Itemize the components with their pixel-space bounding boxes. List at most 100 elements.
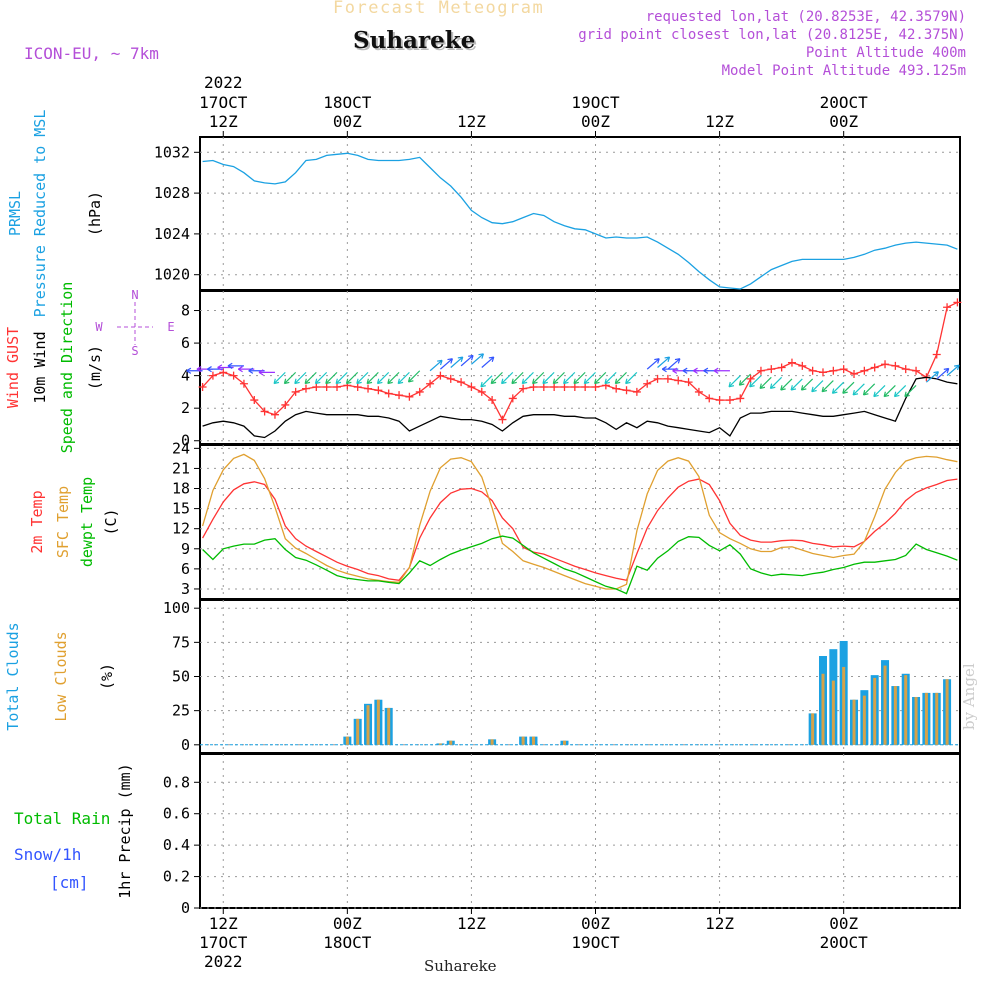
wind-arrow-head — [387, 378, 393, 385]
gust-marker — [581, 383, 590, 392]
temp-ytick-label: 6 — [181, 560, 190, 578]
gust-marker — [312, 383, 321, 392]
wind-arrow-head — [654, 358, 660, 364]
low-cloud-bar — [883, 665, 887, 745]
clouds-ytick-label: 0 — [181, 736, 190, 754]
gust-marker — [415, 387, 424, 396]
wind-axis-label: Wind GUST — [4, 327, 22, 408]
wind-arrow — [625, 371, 638, 385]
gust-marker — [353, 383, 362, 392]
wind-arrow — [480, 375, 493, 388]
gust-marker — [881, 360, 890, 369]
wind-arrow-head — [738, 380, 745, 386]
wind-arrow-head — [661, 366, 667, 373]
wind-arrow-head — [703, 367, 709, 374]
temp-ytick-label: 18 — [172, 480, 190, 498]
clouds-ytick-label: 50 — [172, 668, 190, 686]
wind-arrow — [842, 381, 855, 394]
gust-marker — [850, 370, 859, 379]
gust-marker — [488, 396, 497, 405]
wind-ytick-label: 8 — [181, 302, 190, 320]
pressure-axis-label: (hPa) — [86, 191, 104, 236]
wind-ytick-label: 2 — [181, 399, 190, 417]
wind-arrow-head — [692, 367, 698, 374]
wind-arrow — [821, 380, 834, 393]
low-cloud-bar — [862, 695, 866, 745]
wind-arrow-head — [831, 388, 838, 394]
wind-arrow-head — [664, 356, 671, 363]
wind-arrow-head — [258, 369, 264, 376]
gust-marker — [374, 386, 383, 395]
gust-marker — [777, 363, 786, 372]
low-cloud-bar — [562, 740, 566, 745]
gust-marker — [291, 387, 300, 396]
wind-arrow-head — [672, 367, 678, 374]
wind-arrow-head — [501, 378, 507, 385]
wind-gust-line — [202, 301, 958, 422]
precip-ytick-label: 0 — [181, 899, 190, 917]
wind-arrow — [770, 376, 783, 389]
wind-arrow — [852, 383, 865, 396]
gust-marker — [860, 366, 869, 375]
precip-ytick-label: 0.8 — [163, 773, 190, 791]
wind-arrow — [573, 371, 586, 385]
wind-arrow-head — [614, 378, 621, 385]
wind-arrow — [936, 368, 950, 380]
wind-arrow — [646, 358, 660, 370]
wind-arrow — [759, 376, 772, 389]
clouds-ytick-label: 25 — [172, 702, 190, 720]
wind-arrow-head — [480, 381, 486, 388]
wind-arrow — [387, 371, 400, 385]
wind-arrow — [429, 359, 443, 372]
requested-coords: requested lon,lat (20.8253E, 42.3579N) — [645, 9, 966, 25]
temp-axis-label: SFC Temp — [54, 486, 72, 558]
wind-arrow — [594, 371, 607, 385]
wind-arrow-head — [457, 356, 464, 363]
wind-arrow-head — [314, 378, 321, 385]
wind-arrow-head — [468, 354, 474, 361]
wind-arrow-head — [490, 378, 497, 385]
wind-axis-label: (m/s) — [86, 345, 104, 390]
clouds-axis-label: Low Clouds — [52, 631, 70, 721]
low-cloud-bar — [914, 696, 918, 745]
pressure-axis-label: PRMSL — [6, 191, 24, 236]
point-altitude: Point Altitude 400m — [805, 45, 966, 61]
clouds-axis-label: Total Clouds — [4, 622, 22, 730]
gust-marker — [653, 374, 662, 383]
pressure-ytick-label: 1024 — [154, 225, 190, 243]
wind-arrow — [346, 371, 359, 385]
gust-marker — [498, 415, 507, 424]
temp-ytick-label: 21 — [172, 459, 190, 477]
top-time-label: 20OCT — [820, 93, 869, 112]
clouds-axis-label: (%) — [98, 663, 116, 690]
top-time-label: 2022 — [204, 73, 243, 92]
wind-ytick-label: 0 — [181, 432, 190, 450]
wind-arrow — [335, 371, 348, 385]
pressure-ytick-label: 1028 — [154, 184, 190, 202]
wind-arrow — [904, 384, 917, 398]
compass-north: N — [131, 288, 138, 302]
wind-arrow — [460, 355, 474, 367]
low-cloud-bar — [873, 677, 877, 745]
wind-axis-label: Speed and Direction — [58, 282, 76, 454]
precip-ytick-label: 0.6 — [163, 805, 190, 823]
low-cloud-bar — [449, 740, 453, 745]
low-cloud-bar — [387, 707, 391, 745]
wind-arrow-head — [447, 358, 453, 364]
low-cloud-bar — [376, 699, 380, 745]
compass-east: E — [167, 320, 174, 334]
low-cloud-bar — [852, 699, 856, 745]
precip-legend-rain: Total Rain — [14, 809, 110, 828]
gust-marker — [643, 379, 652, 388]
gust-marker — [333, 383, 342, 392]
chart-subtitle: Forecast Meteogram — [333, 0, 545, 18]
wind-arrow-head — [366, 378, 373, 385]
gust-marker — [943, 303, 952, 312]
model-label: ICON-EU, ~ 7km — [24, 44, 159, 63]
gust-marker — [870, 363, 879, 372]
bottom-time-label: 00Z — [333, 914, 362, 933]
precip-ytick-label: 0.2 — [163, 868, 190, 886]
temp-axis-label: 2m Temp — [28, 490, 46, 553]
wind-arrow — [440, 358, 453, 370]
